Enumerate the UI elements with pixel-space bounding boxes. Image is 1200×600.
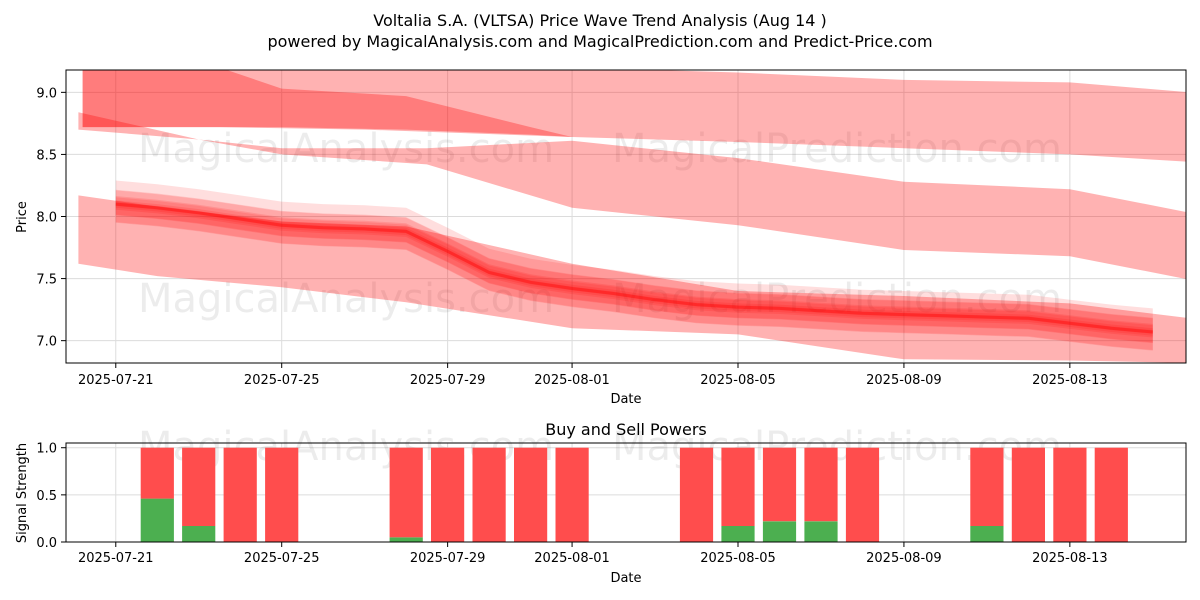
wave-layer-5 [115,200,1153,336]
buy-bar-0 [140,498,174,542]
price-bands [78,70,1186,363]
sell-bar-14 [970,447,1004,526]
sell-bar-12 [804,447,838,522]
wave-layer-6 [115,202,1153,334]
watermark-analysis-mid: MagicalAnalysis.com [138,276,554,322]
power-plot-frame [65,442,1187,543]
power-y-ticks: 0.0 0.5 1.0 [36,442,66,551]
price-y-tick-label-4: 9.0 [36,86,57,101]
price-y-tick-label-1: 7.5 [36,273,57,288]
power-plot: Buy and Sell Powers MagicalAnalysis.com … [15,420,1187,586]
sell-bar-1 [182,447,216,526]
price-y-axis-label: Price [15,201,30,233]
sell-bar-5 [431,447,465,542]
sell-bar-6 [472,447,506,542]
sell-bar-10 [721,447,755,526]
power-x-axis-label: Date [610,571,641,586]
price-y-ticks: 7.0 7.5 8.0 8.5 9.0 [36,86,66,350]
price-x-axis-label: Date [610,392,641,407]
band-middle-channel [78,112,1186,279]
sell-bar-17 [1094,447,1128,542]
wave-layer-4 [115,197,1153,338]
power-x-tick-label-2: 2025-07-29 [410,551,486,566]
price-y-tick-label-2: 8.0 [36,211,57,226]
chart-subtitle: powered by MagicalAnalysis.com and Magic… [267,32,932,51]
wave-layer-1 [115,189,1153,350]
sell-bar-13 [845,447,880,542]
wave-layer-3 [115,196,1153,343]
chart-title: Voltalia S.A. (VLTSA) Price Wave Trend A… [373,11,827,30]
power-bars [140,447,1128,542]
sell-bar-4 [389,447,423,538]
power-title: Buy and Sell Powers [545,420,707,439]
buy-bar-11 [762,521,797,542]
price-x-tick-label-3: 2025-08-01 [534,373,610,388]
power-x-tick-label-3: 2025-08-01 [534,551,610,566]
price-x-tick-label-5: 2025-08-09 [866,373,942,388]
buy-bar-10 [721,526,755,542]
power-x-tick-label-5: 2025-08-09 [866,551,942,566]
sell-bar-2 [223,447,257,542]
band-top-channel [82,70,1186,162]
watermark-prediction-mid: MagicalPrediction.com [612,276,1062,322]
power-y-tick-label-1: 0.5 [36,489,57,504]
price-x-tick-label-1: 2025-07-25 [244,373,320,388]
power-x-tick-label-0: 2025-07-21 [78,551,154,566]
price-plot: MagicalAnalysis.com MagicalPrediction.co… [15,69,1187,407]
price-x-tick-label-0: 2025-07-21 [78,373,154,388]
sell-bar-15 [1011,447,1045,542]
buy-bar-14 [970,526,1004,542]
buy-bar-12 [804,521,838,542]
price-x-ticks: 2025-07-21 2025-07-25 2025-07-29 2025-08-01… [78,363,1108,388]
price-watermarks: MagicalAnalysis.com MagicalPrediction.co… [138,126,1062,322]
price-x-tick-label-2: 2025-07-29 [410,373,486,388]
price-y-tick-label-3: 8.5 [36,148,57,163]
wave-layer-2 [115,190,1153,344]
power-x-ticks: 2025-07-21 2025-07-25 2025-07-29 2025-08-01… [78,542,1108,566]
buy-bar-4 [389,537,423,542]
wave-center-line [115,202,1153,334]
price-x-tick-label-4: 2025-08-05 [700,373,776,388]
band-bottom-channel [78,195,1186,363]
buy-bar-1 [182,526,216,542]
band-upper-dark-wedge [82,70,573,137]
wave-layer-0 [115,180,1153,351]
price-y-tick-label-0: 7.0 [36,335,57,350]
sell-bar-3 [265,447,299,542]
watermark-prediction-top: MagicalPrediction.com [612,126,1062,172]
sell-bar-8 [555,447,589,542]
price-gridlines [66,70,1186,363]
power-x-tick-label-1: 2025-07-25 [244,551,320,566]
sell-bar-16 [1053,447,1087,542]
power-x-tick-label-4: 2025-08-05 [700,551,776,566]
sell-bar-11 [762,447,797,522]
power-x-tick-label-6: 2025-08-13 [1032,551,1108,566]
power-y-tick-label-0: 0.0 [36,536,57,551]
sell-bar-7 [514,447,548,542]
watermark-analysis-top: MagicalAnalysis.com [138,126,554,172]
power-y-tick-label-2: 1.0 [36,442,57,457]
sell-bar-9 [679,447,714,542]
price-x-tick-label-6: 2025-08-13 [1032,373,1108,388]
price-wave [115,180,1153,351]
sell-bar-0 [140,447,174,499]
power-y-axis-label: Signal Strength [15,443,30,543]
